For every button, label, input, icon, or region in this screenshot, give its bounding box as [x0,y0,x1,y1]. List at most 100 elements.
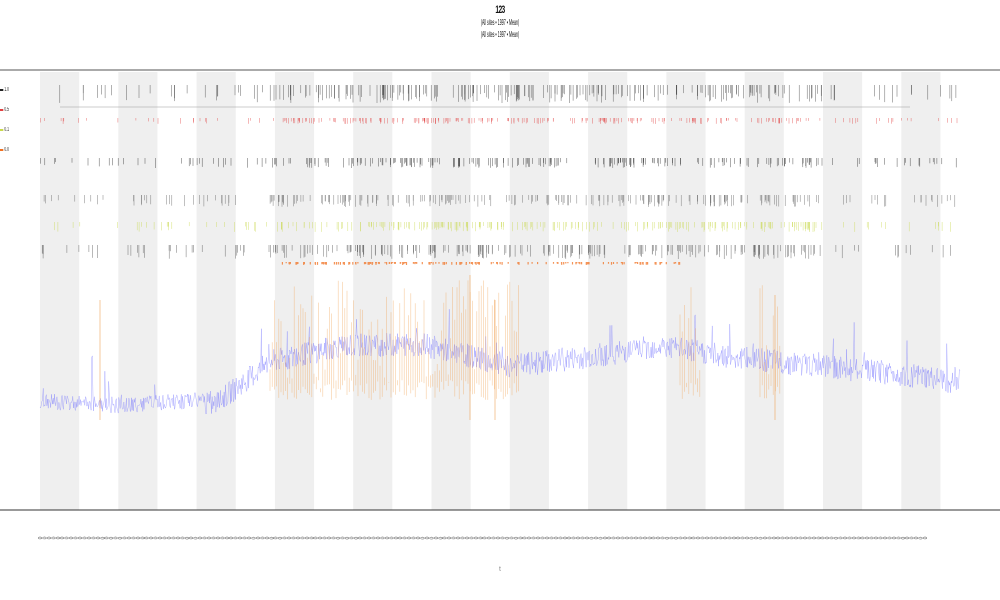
x-tick-label: 0 [843,536,849,539]
background-band [901,72,941,510]
x-tick-label: 0 [203,536,209,539]
x-tick-label: 0 [140,536,146,539]
x-tick-label: 0 [763,536,769,539]
x-tick-label: 0 [385,536,391,539]
x-tick-label: 0 [478,536,484,539]
x-tick-label: 0 [745,536,751,539]
x-tick-label: 0 [145,536,151,539]
x-tick-label: 0 [252,536,258,539]
annotation-row-3 [40,158,957,168]
x-tick-label: 0 [421,536,427,539]
x-tick-label: 0 [327,536,333,539]
x-tick-label: 0 [425,536,431,539]
x-tick-label: 0 [234,536,240,539]
x-tick-label: 0 [314,536,320,539]
x-tick-label: 0 [461,536,467,539]
x-tick-label: 0 [123,536,129,539]
x-tick-label: 0 [687,536,693,539]
x-tick-label: 0 [776,536,782,539]
x-tick-label: 0 [496,536,502,539]
title-block: 123 (All sites • 1997 • Mean) (All sites… [0,4,1000,41]
legend-label: 1.0 [4,87,9,93]
x-tick-label: 0 [861,536,867,539]
x-tick-label: 0 [532,536,538,539]
x-tick-label: 0 [714,536,720,539]
x-tick-label: 0 [158,536,164,539]
legend-item: 0.1 [0,120,9,140]
legend-swatch [0,89,4,91]
x-tick-label: 0 [612,536,618,539]
x-tick-label: 0 [754,536,760,539]
legend-swatch [0,129,4,131]
legend-item: 0.0 [0,140,9,160]
x-tick-label: 0 [238,536,244,539]
x-tick-label: 0 [914,536,920,539]
x-tick-label: 0 [576,536,582,539]
x-tick-label: 0 [83,536,89,539]
x-tick-label: 0 [363,536,369,539]
x-tick-label: 0 [180,536,186,539]
x-tick-label: 0 [581,536,587,539]
x-tick-label: 0 [807,536,813,539]
annotation-row-1 [59,85,957,103]
x-tick-label: 0 [767,536,773,539]
x-tick-label: 0 [345,536,351,539]
x-tick-label: 0 [42,536,48,539]
chart-subtitle-2: (All sites • 1997 • Mean) [480,30,520,39]
x-tick-label: 0 [607,536,613,539]
x-tick-label: 0 [487,536,493,539]
x-tick-label: 0 [905,536,911,539]
x-tick-label: 0 [354,536,360,539]
x-tick-label: 0 [225,536,231,539]
x-tick-label: 0 [501,536,507,539]
x-tick-label: 0 [670,536,676,539]
x-tick-label: 0 [309,536,315,539]
x-tick-label: 0 [403,536,409,539]
x-tick-label: 0 [727,536,733,539]
series-line-1 [39,309,961,415]
x-tick-label: 0 [759,536,765,539]
x-tick-label: 0 [136,536,142,539]
x-tick-label: 0 [91,536,97,539]
background-band [196,72,236,510]
x-tick-label: 0 [47,536,53,539]
x-tick-label: 0 [394,536,400,539]
chart-subtitle-1: (All sites • 1997 • Mean) [480,18,520,27]
x-tick-label: 0 [549,536,555,539]
x-tick-label: 0 [696,536,702,539]
legend-label: 0.0 [4,147,9,153]
x-tick-label: 0 [163,536,169,539]
x-tick-label: 0 [585,536,591,539]
x-tick-label: 0 [318,536,324,539]
x-tick-label: 0 [701,536,707,539]
x-tick-label: 0 [429,536,435,539]
x-tick-label: 0 [523,536,529,539]
x-tick-label: 0 [198,536,204,539]
x-tick-label: 0 [825,536,831,539]
x-tick-label: 0 [674,536,680,539]
x-tick-label: 0 [710,536,716,539]
x-tick-label: 0 [736,536,742,539]
x-tick-label: 0 [265,536,271,539]
x-tick-label: 0 [247,536,253,539]
x-tick-label: 0 [647,536,653,539]
x-tick-label: 0 [56,536,62,539]
x-tick-label: 0 [643,536,649,539]
x-tick-label: 0 [621,536,627,539]
x-tick-label: 0 [630,536,636,539]
x-tick-label: 0 [69,536,75,539]
x-tick-label: 0 [536,536,542,539]
x-tick-label: 0 [879,536,885,539]
x-tick-label: 0 [625,536,631,539]
x-tick-label: 0 [785,536,791,539]
x-tick-label: 0 [443,536,449,539]
x-tick-label: 0 [100,536,106,539]
x-tick-label: 0 [794,536,800,539]
x-tick-label: 0 [652,536,658,539]
x-tick-label: 0 [300,536,306,539]
background-band [588,72,628,510]
x-tick-label: 0 [656,536,662,539]
background-band [118,72,158,510]
x-tick-label: 0 [483,536,489,539]
